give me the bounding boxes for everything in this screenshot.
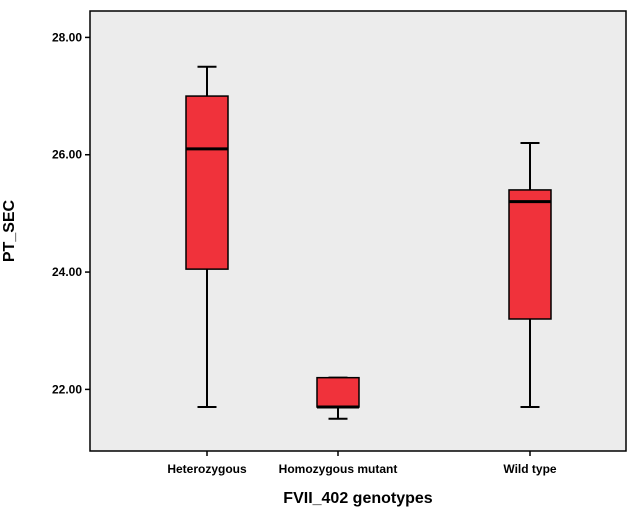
x-axis-title: FVII_402 genotypes [283,490,432,507]
iqr-box [185,95,229,270]
y-tick-label: 26.00 [52,148,82,162]
y-tick-label: 24.00 [52,265,82,279]
x-tick-label: Wild type [503,462,557,476]
y-tick-label: 28.00 [52,30,82,44]
x-tick-label: Homozygous mutant [279,462,398,476]
y-axis: 22.00 24.00 26.00 28.00 [52,30,90,396]
x-tick-label: Heterozygous [167,462,247,476]
box-1 [185,65,229,408]
y-tick-label: 22.00 [52,382,82,396]
boxes-group [185,65,552,420]
box-2 [316,376,360,420]
iqr-box [508,189,552,320]
x-axis: Heterozygous Homozygous mutant Wild type [167,451,557,476]
y-axis-title: PT_SEC [1,199,18,262]
box-3 [508,142,552,408]
iqr-box [316,376,360,408]
